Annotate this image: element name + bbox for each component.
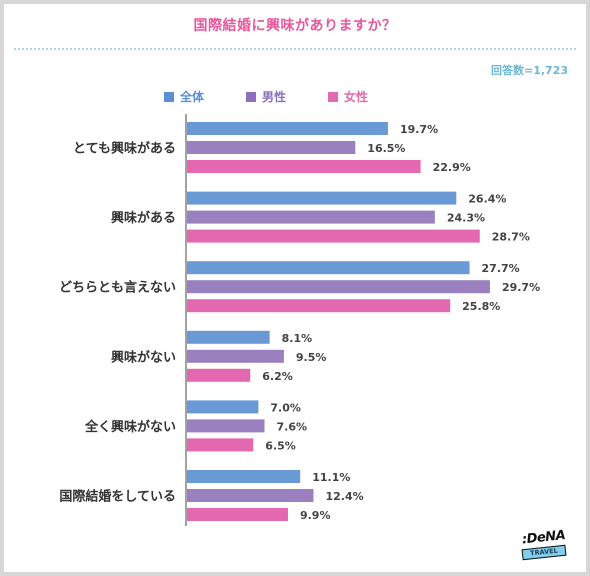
bar: [187, 141, 356, 154]
category-label: 国際結婚をしている: [59, 489, 176, 505]
legend-swatch-male: [246, 91, 257, 102]
legend-label-male: 男性: [262, 90, 287, 104]
bar: [187, 470, 301, 483]
bar: [187, 438, 254, 452]
bar: [187, 330, 270, 344]
bar: [187, 160, 421, 173]
bar: [187, 419, 265, 433]
data-label: 28.7%: [492, 231, 530, 244]
data-label: 29.7%: [502, 281, 540, 294]
category-label: 興味がない: [111, 349, 176, 365]
bar: [187, 261, 470, 275]
category-label: 興味がある: [111, 210, 176, 226]
data-label: 9.9%: [300, 509, 331, 522]
legend-label-all: 全体: [180, 90, 205, 104]
data-label: 22.9%: [433, 161, 471, 174]
bar: [187, 229, 480, 243]
category-label: とても興味がある: [73, 141, 176, 157]
title-divider: [14, 48, 576, 50]
respondent-count: 回答数=1,723: [490, 64, 568, 77]
data-label: 19.7%: [400, 123, 438, 136]
bar: [187, 368, 251, 382]
data-label: 27.7%: [482, 262, 520, 275]
data-label: 7.0%: [270, 401, 301, 414]
legend-item-all: 全体: [164, 88, 204, 105]
bar: [187, 191, 457, 205]
data-label: 7.6%: [277, 420, 308, 433]
bar: [187, 280, 490, 294]
bar: [187, 299, 451, 313]
data-label: 26.4%: [468, 193, 506, 206]
data-label: 6.2%: [262, 370, 293, 383]
bar: [187, 400, 259, 414]
data-label: 24.3%: [447, 212, 485, 225]
data-label: 6.5%: [265, 439, 296, 452]
bar: [187, 122, 388, 135]
category-label: どちらとも言えない: [59, 280, 176, 296]
data-label: 25.8%: [462, 300, 500, 313]
bar: [187, 349, 284, 363]
legend: 全体 男性 女性: [164, 88, 368, 105]
legend-swatch-all: [164, 91, 174, 102]
data-label: 8.1%: [282, 332, 313, 345]
data-label: 16.5%: [367, 142, 405, 155]
bar: [187, 210, 435, 224]
legend-swatch-female: [328, 91, 339, 102]
legend-item-female: 女性: [328, 88, 368, 105]
legend-label-female: 女性: [344, 90, 369, 104]
legend-item-male: 男性: [246, 88, 286, 105]
bar: [187, 508, 288, 521]
data-label: 9.5%: [296, 351, 327, 364]
data-label: 12.4%: [325, 490, 363, 503]
data-label: 11.1%: [312, 471, 350, 484]
category-label: 全く興味がない: [84, 419, 176, 435]
chart-title: 国際結婚に興味がありますか？: [193, 18, 397, 34]
bar: [187, 489, 314, 502]
